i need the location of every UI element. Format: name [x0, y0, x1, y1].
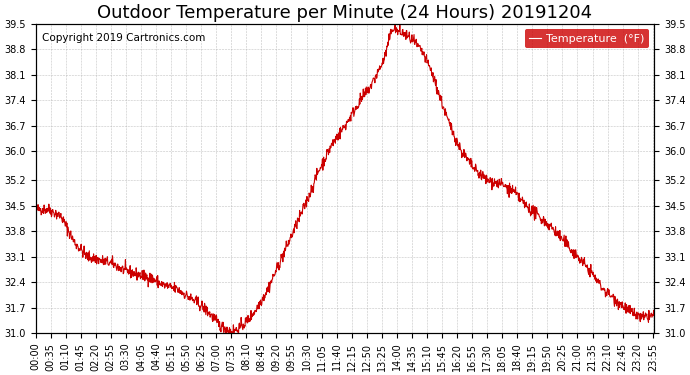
Line: Temperature  (°F): Temperature (°F)	[35, 25, 655, 333]
Temperature  (°F)	[651, 310, 659, 315]
Temperature  (°F)	[391, 23, 400, 27]
Temperature  (°F)	[442, 110, 451, 115]
Title: Outdoor Temperature per Minute (24 Hours) 20191204: Outdoor Temperature per Minute (24 Hours…	[97, 4, 593, 22]
Temperature  (°F)	[154, 285, 162, 290]
Temperature  (°F)	[578, 256, 586, 261]
Temperature  (°F)	[169, 286, 177, 290]
Temperature  (°F)	[31, 206, 39, 210]
Legend: Temperature  (°F): Temperature (°F)	[525, 29, 649, 48]
Temperature  (°F)	[221, 331, 230, 335]
Temperature  (°F)	[239, 327, 247, 332]
Temperature  (°F)	[523, 204, 531, 209]
Text: Copyright 2019 Cartronics.com: Copyright 2019 Cartronics.com	[41, 33, 205, 43]
